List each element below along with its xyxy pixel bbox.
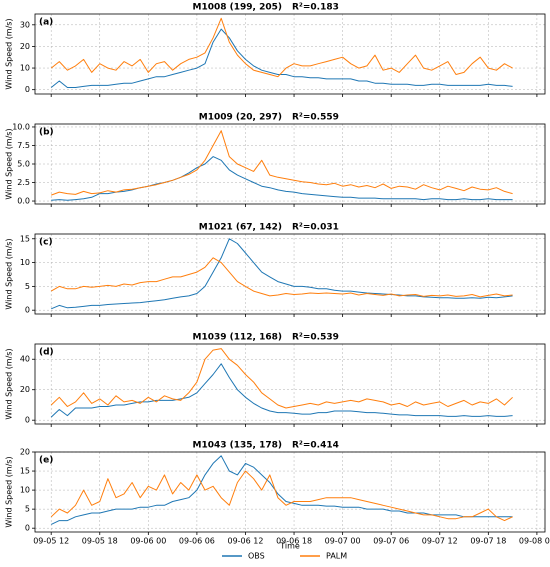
series-line [50,348,513,409]
panel-label: (a) [39,18,53,28]
y-tick-label: 10 [20,258,30,267]
y-tick-label: 40 [20,355,30,364]
y-tick-label: 0 [25,306,30,315]
series-line [50,470,513,522]
y-tick-label: 5 [25,505,30,514]
series-line [50,363,513,418]
y-axis-label: Wind Speed (m/s) [5,18,14,89]
x-tick-label: 09-05 12 [33,537,69,546]
y-tick-label: 20 [20,448,30,457]
y-tick-label: 5 [25,282,30,291]
x-tick-label: 09-08 00 [519,537,550,546]
series-line [50,257,513,298]
panel-annotation: R²=0.559 [292,113,339,123]
y-axis-label: Wind Speed (m/s) [5,128,14,199]
panel-label: (c) [39,238,53,248]
x-tick-label: 09-07 00 [325,537,361,546]
panel-title: M1039 (112, 168) [193,333,283,343]
x-tick-label: 09-06 00 [130,537,166,546]
panel-annotation: R²=0.414 [292,441,339,451]
series-line [51,238,513,310]
series-line [50,17,513,78]
y-tick-label: 20 [20,42,30,51]
y-tick-label: 5.0 [17,160,30,169]
x-tick-label: 09-07 18 [470,537,506,546]
y-tick-label: 0 [25,416,30,425]
panel-title: M1008 (199, 205) [193,3,283,13]
y-tick-label: 15 [20,467,30,476]
x-axis-label: Time [279,542,300,551]
panel-label: (e) [39,456,53,466]
y-tick-label: 20 [20,385,30,394]
legend-label: PALM [326,552,347,561]
y-tick-label: 0.0 [17,197,30,206]
x-tick-label: 09-05 18 [82,537,118,546]
panel-label: (b) [39,128,54,138]
y-tick-label: 7.5 [17,141,30,150]
x-tick-label: 09-07 12 [422,537,458,546]
y-tick-label: 10.0 [12,122,30,131]
y-tick-label: 2.5 [17,178,30,187]
y-tick-label: 10 [20,64,30,73]
panel-title: M1021 (67, 142) [199,223,282,233]
y-axis-label: Wind Speed (m/s) [5,348,14,419]
y-tick-label: 10 [20,486,30,495]
panel-label: (d) [39,348,54,358]
panel-annotation: R²=0.539 [292,333,339,343]
y-axis-label: Wind Speed (m/s) [5,456,14,527]
y-tick-label: 0 [25,524,30,533]
y-axis-label: Wind Speed (m/s) [5,238,14,309]
x-tick-label: 09-06 12 [227,537,263,546]
series-line [50,28,513,88]
panel-title: M1043 (135, 178) [193,441,283,451]
series-line [50,455,513,525]
axes-frame [34,451,546,533]
y-tick-label: 15 [20,234,30,243]
y-tick-label: 30 [20,20,30,29]
series-line [51,156,513,201]
axes-frame [34,343,546,425]
panel-title: M1009 (20, 297) [199,113,282,123]
panel-annotation: R²=0.183 [292,3,339,13]
series-line [51,130,513,196]
x-tick-label: 09-07 06 [373,537,409,546]
panel-annotation: R²=0.031 [292,223,339,233]
axes-frame [34,123,546,205]
x-tick-label: 09-06 06 [179,537,215,546]
axes-frame [34,13,546,95]
x-tick-label: 09-06 18 [276,537,312,546]
y-tick-label: 0 [25,85,30,94]
legend-label: OBS [248,552,265,561]
axes-frame [34,233,546,315]
